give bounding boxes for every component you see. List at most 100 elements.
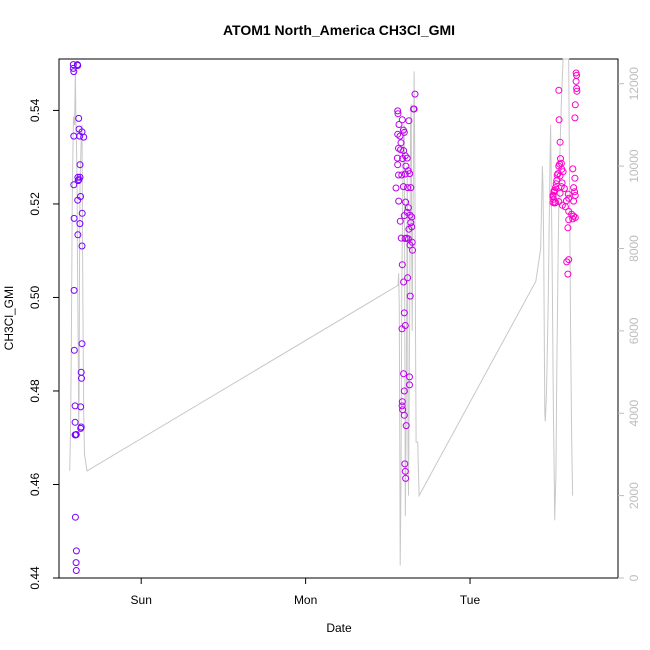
- data-point: [397, 146, 405, 154]
- y-tick-label: 0.46: [28, 472, 42, 496]
- data-point: [571, 192, 579, 199]
- data-point: [70, 214, 78, 222]
- data-point: [393, 154, 401, 162]
- y2-tick-label: 2000: [627, 482, 641, 509]
- y2-tick-label: 4000: [627, 400, 641, 427]
- data-point: [408, 238, 416, 246]
- data-point: [572, 77, 580, 85]
- data-point: [71, 418, 79, 426]
- data-point: [76, 173, 84, 181]
- x-tick-label: Sun: [131, 593, 152, 607]
- data-point: [402, 198, 410, 206]
- data-point: [397, 139, 405, 147]
- data-point: [564, 190, 572, 198]
- y-tick-label: 0.44: [28, 566, 42, 590]
- data-point: [406, 381, 413, 389]
- data-point: [78, 340, 86, 348]
- data-point: [395, 171, 402, 179]
- data-point: [400, 411, 408, 419]
- data-point: [394, 130, 402, 138]
- data-point: [569, 165, 577, 173]
- x-tick-label: Mon: [294, 593, 317, 607]
- data-point: [72, 567, 80, 574]
- data-point: [554, 170, 562, 178]
- data-point: [397, 234, 405, 242]
- y-axis-label: CH3Cl_GMI: [2, 286, 16, 351]
- data-point: [565, 194, 573, 202]
- data-point: [74, 196, 82, 204]
- data-point: [402, 422, 410, 430]
- data-point: [406, 170, 414, 178]
- data-point: [401, 460, 409, 468]
- data-point: [69, 61, 77, 69]
- y-tick-label: 0.50: [28, 285, 42, 309]
- data-point: [411, 90, 419, 98]
- data-point: [398, 261, 406, 269]
- data-point: [78, 209, 86, 217]
- data-point: [560, 185, 568, 192]
- data-point: [570, 184, 578, 192]
- data-point: [573, 85, 581, 92]
- chart-title: ATOM1 North_America CH3Cl_GMI: [223, 22, 455, 38]
- x-tick-label: Tue: [460, 593, 481, 607]
- data-point: [556, 172, 564, 180]
- data-point: [400, 370, 408, 378]
- data-point: [573, 87, 581, 95]
- data-point: [394, 107, 402, 115]
- data-point: [70, 68, 78, 76]
- data-point: [75, 114, 83, 122]
- data-point: [70, 286, 78, 294]
- data-point: [571, 114, 579, 122]
- data-point: [398, 402, 406, 410]
- altitude-line-layer: [69, 58, 574, 566]
- data-point: [571, 174, 579, 182]
- data-point: [406, 292, 414, 300]
- data-point: [405, 225, 413, 233]
- data-point: [396, 132, 404, 140]
- data-point: [398, 398, 406, 406]
- data-point: [410, 105, 417, 113]
- data-point: [74, 177, 82, 185]
- plot-frame: [58, 58, 619, 579]
- data-point: [72, 547, 80, 555]
- data-point: [409, 246, 416, 254]
- y2-tick-label: 0: [627, 574, 641, 581]
- data-point: [395, 197, 403, 205]
- data-point: [406, 373, 413, 381]
- data-point: [71, 402, 79, 410]
- data-point: [70, 346, 78, 354]
- data-point: [564, 270, 572, 278]
- data-point: [571, 214, 579, 221]
- altitude-line: [69, 58, 574, 566]
- data-point: [407, 184, 415, 192]
- data-point: [558, 179, 566, 187]
- x-axis-label: Date: [326, 621, 352, 635]
- data-point: [76, 161, 84, 169]
- data-point: [77, 424, 85, 432]
- y2-tick-label: 8000: [627, 235, 641, 262]
- data-point: [72, 431, 80, 438]
- data-point: [78, 374, 85, 382]
- data-point: [401, 170, 409, 178]
- data-point: [74, 62, 82, 69]
- data-point: [570, 212, 578, 220]
- data-point: [396, 217, 404, 225]
- data-point: [401, 152, 409, 160]
- data-point: [394, 110, 402, 118]
- plot-frame-layer: [58, 58, 619, 579]
- data-point: [404, 274, 412, 282]
- data-point: [401, 467, 409, 475]
- data-point: [564, 224, 572, 232]
- data-point: [565, 256, 573, 264]
- data-point: [550, 187, 558, 195]
- data-point: [400, 387, 408, 395]
- y2-tick-label: 10000: [627, 149, 641, 183]
- y-tick-label: 0.48: [28, 379, 42, 403]
- data-point: [398, 171, 406, 179]
- y2-tick-label: 6000: [627, 317, 641, 344]
- data-point: [565, 216, 573, 224]
- data-point: [395, 121, 403, 128]
- y-tick-label: 0.54: [28, 98, 42, 122]
